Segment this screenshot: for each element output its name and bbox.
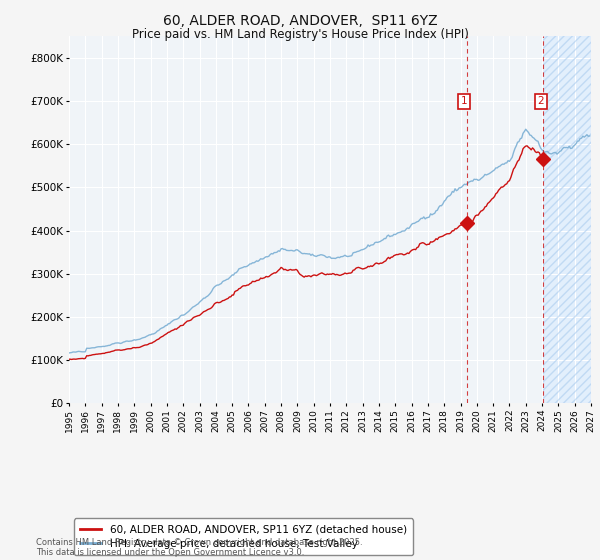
Bar	[544, 36, 591, 403]
Text: Contains HM Land Registry data © Crown copyright and database right 2025.
This d: Contains HM Land Registry data © Crown c…	[36, 538, 362, 557]
Text: 60, ALDER ROAD, ANDOVER,  SP11 6YZ: 60, ALDER ROAD, ANDOVER, SP11 6YZ	[163, 14, 437, 28]
Text: Price paid vs. HM Land Registry's House Price Index (HPI): Price paid vs. HM Land Registry's House …	[131, 28, 469, 41]
Text: 2: 2	[538, 96, 544, 106]
Legend: 60, ALDER ROAD, ANDOVER, SP11 6YZ (detached house), HPI: Average price, detached: 60, ALDER ROAD, ANDOVER, SP11 6YZ (detac…	[74, 519, 413, 555]
Bar	[544, 36, 591, 403]
Text: 1: 1	[461, 96, 467, 106]
